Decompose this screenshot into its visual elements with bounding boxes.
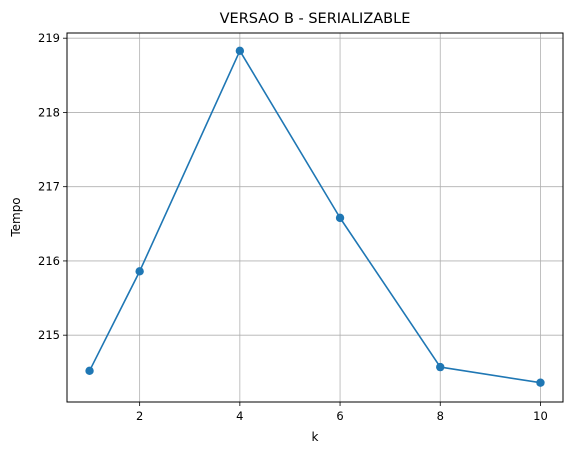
- x-tick-label: 8: [437, 409, 444, 423]
- series-layer: [85, 46, 545, 387]
- series-line: [88, 50, 541, 384]
- x-tick-label: 6: [336, 409, 343, 423]
- y-tick-label: 219: [38, 31, 60, 45]
- y-tick-label: 215: [38, 328, 60, 342]
- y-axis-label: Tempo: [9, 197, 23, 237]
- data-point: [235, 46, 245, 56]
- x-axis-label: k: [312, 430, 319, 444]
- x-tick-label: 4: [236, 409, 243, 423]
- x-tick-label: 2: [136, 409, 143, 423]
- y-tick-label: 217: [38, 180, 60, 194]
- chart-title: VERSAO B - SERIALIZABLE: [220, 11, 411, 27]
- data-point: [135, 267, 144, 276]
- data-point: [436, 362, 445, 372]
- grid: [67, 33, 563, 402]
- data-point: [536, 378, 545, 387]
- x-tick-label: 10: [533, 409, 548, 423]
- data-point: [85, 366, 94, 376]
- ticks: 2 4 6 8 10 215 216 217 218 219: [38, 31, 548, 423]
- plot-frame: [66, 32, 564, 403]
- data-point: [335, 213, 345, 223]
- y-tick-label: 216: [38, 254, 60, 268]
- y-tick-label: 218: [38, 105, 60, 119]
